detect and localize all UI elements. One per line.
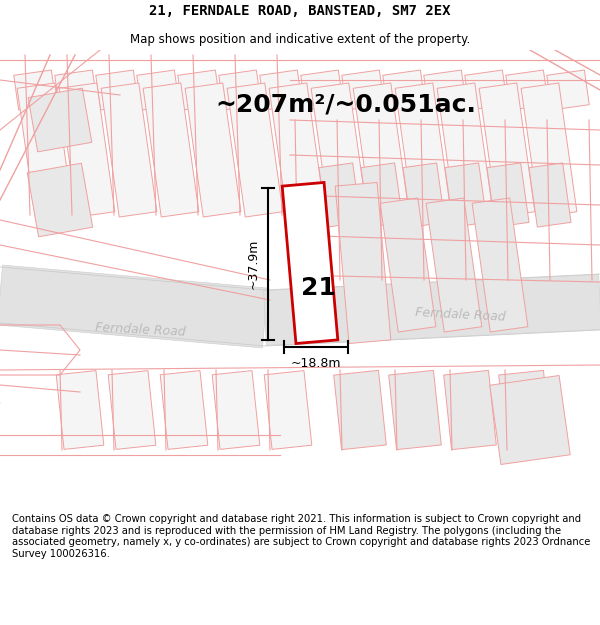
Text: ~18.8m: ~18.8m xyxy=(291,357,341,370)
Polygon shape xyxy=(389,371,441,449)
Polygon shape xyxy=(55,70,97,110)
Polygon shape xyxy=(445,163,487,227)
Text: Map shows position and indicative extent of the property.: Map shows position and indicative extent… xyxy=(130,32,470,46)
Polygon shape xyxy=(383,70,425,110)
Polygon shape xyxy=(185,83,241,217)
Polygon shape xyxy=(59,83,115,217)
Polygon shape xyxy=(56,371,104,449)
Polygon shape xyxy=(301,70,343,110)
Polygon shape xyxy=(227,83,283,217)
Polygon shape xyxy=(342,70,384,110)
Polygon shape xyxy=(499,371,551,449)
Polygon shape xyxy=(547,70,589,110)
Polygon shape xyxy=(334,371,386,449)
Text: Ferndale Road: Ferndale Road xyxy=(415,306,506,324)
Text: Ferndale Road: Ferndale Road xyxy=(94,321,185,339)
Polygon shape xyxy=(108,371,156,449)
Text: Contains OS data © Crown copyright and database right 2021. This information is : Contains OS data © Crown copyright and d… xyxy=(12,514,590,559)
Polygon shape xyxy=(96,70,138,110)
Polygon shape xyxy=(28,88,92,152)
Polygon shape xyxy=(0,265,268,348)
Polygon shape xyxy=(212,371,260,449)
Polygon shape xyxy=(143,83,199,217)
Polygon shape xyxy=(269,83,325,217)
Text: 21: 21 xyxy=(301,276,335,300)
Polygon shape xyxy=(264,371,312,449)
Polygon shape xyxy=(101,83,157,217)
Polygon shape xyxy=(282,182,338,344)
Polygon shape xyxy=(424,70,466,110)
Polygon shape xyxy=(219,70,261,110)
Polygon shape xyxy=(260,70,302,110)
Polygon shape xyxy=(380,198,436,332)
Polygon shape xyxy=(178,70,220,110)
Text: ~207m²/~0.051ac.: ~207m²/~0.051ac. xyxy=(215,93,476,117)
Text: ~37.9m: ~37.9m xyxy=(247,239,260,289)
Polygon shape xyxy=(487,163,529,227)
Polygon shape xyxy=(395,83,451,217)
Polygon shape xyxy=(426,198,482,332)
Polygon shape xyxy=(479,83,535,217)
Polygon shape xyxy=(521,83,577,217)
Polygon shape xyxy=(506,70,548,110)
Text: 21, FERNDALE ROAD, BANSTEAD, SM7 2EX: 21, FERNDALE ROAD, BANSTEAD, SM7 2EX xyxy=(149,4,451,18)
Polygon shape xyxy=(319,163,361,227)
Polygon shape xyxy=(14,70,56,110)
Polygon shape xyxy=(27,163,93,237)
Polygon shape xyxy=(403,163,445,227)
Polygon shape xyxy=(472,198,528,332)
Polygon shape xyxy=(529,163,571,227)
Polygon shape xyxy=(160,371,208,449)
Polygon shape xyxy=(17,83,73,217)
Polygon shape xyxy=(361,163,403,227)
Polygon shape xyxy=(263,274,600,346)
Polygon shape xyxy=(137,70,179,110)
Polygon shape xyxy=(490,376,570,464)
Polygon shape xyxy=(335,182,391,344)
Polygon shape xyxy=(353,83,409,217)
Polygon shape xyxy=(444,371,496,449)
Polygon shape xyxy=(465,70,507,110)
Polygon shape xyxy=(437,83,493,217)
Polygon shape xyxy=(311,83,367,217)
